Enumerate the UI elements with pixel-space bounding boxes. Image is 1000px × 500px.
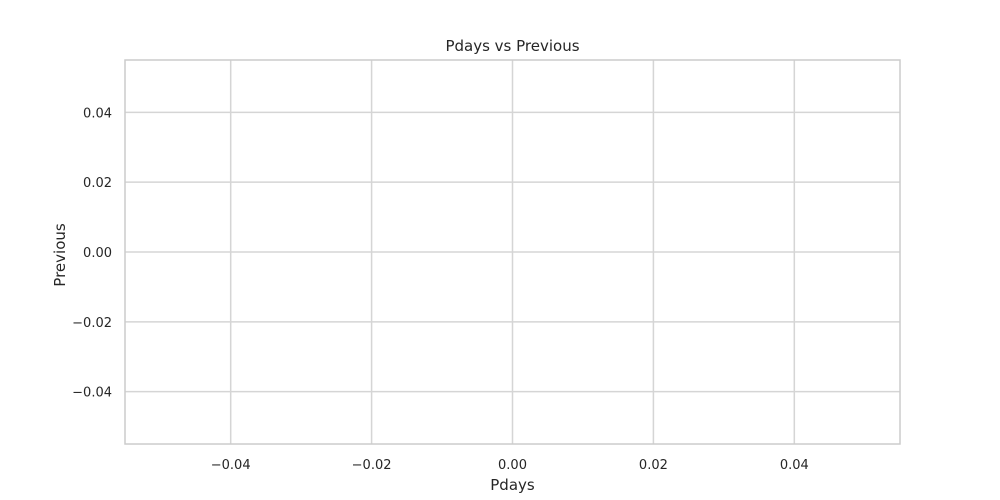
- chart-title: Pdays vs Previous: [445, 37, 579, 55]
- y-tick-label: 0.00: [83, 246, 112, 261]
- y-tick-label: −0.04: [72, 386, 112, 401]
- x-tick-labels: −0.04 −0.02 0.00 0.02 0.04: [211, 458, 809, 473]
- x-tick-label: −0.04: [211, 458, 251, 473]
- x-axis-label: Pdays: [490, 476, 535, 494]
- y-gridlines: [125, 111, 900, 393]
- x-tick-label: 0.00: [498, 458, 527, 473]
- x-tick-label: 0.02: [639, 458, 668, 473]
- y-tick-label: 0.04: [83, 106, 112, 121]
- x-tick-label: −0.02: [352, 458, 392, 473]
- y-axis-label: Previous: [51, 223, 69, 287]
- y-tick-label: 0.02: [83, 176, 112, 191]
- y-tick-labels: −0.04 −0.02 0.00 0.02 0.04: [72, 106, 112, 400]
- plot-frame: [124, 59, 901, 445]
- y-tick-label: −0.02: [72, 316, 112, 331]
- x-tick-label: 0.04: [780, 458, 809, 473]
